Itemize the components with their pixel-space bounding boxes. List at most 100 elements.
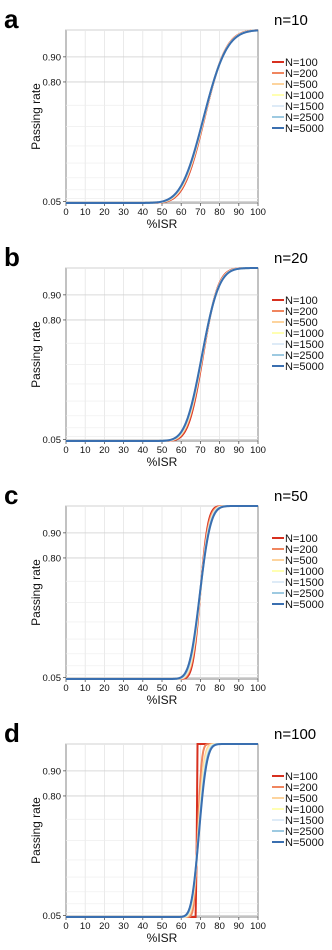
legend-label: N=2500: [285, 826, 324, 838]
x-tick-label: 0: [63, 207, 68, 218]
x-tick-label: 30: [118, 683, 129, 694]
y-axis-label: Passing rate: [29, 321, 43, 388]
legend-label: N=500: [285, 79, 318, 91]
series-line: [66, 743, 258, 918]
y-axis-label: Passing rate: [29, 83, 43, 150]
legend-label: N=500: [285, 317, 318, 329]
x-tick-label: 70: [195, 921, 206, 932]
x-axis-label: %ISR: [147, 217, 178, 231]
chart-svg: 0 10 20 30 40 50 60 70 80 90 100 0.05 0.80 0.90 %ISR Pa…: [29, 29, 324, 231]
x-tick-label: 90: [234, 683, 245, 694]
x-tick-label: 80: [214, 445, 225, 456]
y-tick-label: 0.80: [43, 77, 62, 88]
panel-letter: c: [4, 480, 19, 510]
y-tick-label: 0.80: [43, 315, 62, 326]
x-tick-label: 60: [176, 683, 187, 694]
x-tick-label: 20: [99, 683, 110, 694]
legend-label: N=1000: [285, 804, 324, 816]
x-tick-label: 0: [63, 683, 68, 694]
panel-d: d n=100 0 10 20 30 40 50 60 70 80 90 100 0.05 0.80 0.…: [0, 714, 332, 946]
x-tick-label: 60: [176, 207, 187, 218]
x-tick-label: 20: [99, 207, 110, 218]
x-tick-label: 80: [214, 921, 225, 932]
legend-label: N=200: [285, 544, 318, 556]
x-tick-label: 100: [250, 683, 266, 694]
legend-label: N=5000: [285, 361, 324, 373]
legend-label: N=200: [285, 782, 318, 794]
x-axis-label: %ISR: [147, 455, 178, 469]
x-tick-label: 60: [176, 445, 187, 456]
y-tick-label: 0.90: [43, 766, 62, 777]
y-tick-label: 0.05: [43, 435, 62, 446]
panel-title: n=50: [274, 488, 308, 505]
legend-label: N=1000: [285, 90, 324, 102]
x-tick-label: 40: [138, 207, 149, 218]
x-tick-label: 10: [80, 683, 91, 694]
x-tick-label: 10: [80, 207, 91, 218]
panel-letter: b: [4, 242, 20, 272]
legend-label: N=1000: [285, 566, 324, 578]
panel-c: c n=50 0 10 20 30 40 50 60 70 80 90 100 0.05 0.80 0.9…: [0, 476, 332, 708]
panel-title: n=10: [274, 12, 308, 29]
legend-label: N=5000: [285, 837, 324, 849]
x-tick-label: 30: [118, 445, 129, 456]
x-tick-label: 70: [195, 445, 206, 456]
legend-label: N=1500: [285, 101, 324, 113]
x-tick-label: 50: [157, 683, 168, 694]
legend-label: N=1500: [285, 815, 324, 827]
legend-label: N=1000: [285, 328, 324, 340]
panel-letter: d: [4, 718, 20, 748]
x-tick-label: 70: [195, 207, 206, 218]
legend-label: N=500: [285, 555, 318, 567]
x-tick-label: 70: [195, 683, 206, 694]
series-line: [66, 505, 258, 680]
x-tick-label: 0: [63, 445, 68, 456]
x-tick-label: 20: [99, 445, 110, 456]
x-tick-label: 20: [99, 921, 110, 932]
x-tick-label: 100: [250, 445, 266, 456]
legend-label: N=2500: [285, 350, 324, 362]
series-line: [66, 29, 259, 204]
x-tick-label: 50: [157, 207, 168, 218]
x-axis-label: %ISR: [147, 931, 178, 945]
x-tick-label: 80: [214, 683, 225, 694]
legend-label: N=100: [285, 57, 318, 69]
y-tick-label: 0.05: [43, 197, 62, 208]
x-tick-label: 90: [234, 207, 245, 218]
legend-label: N=100: [285, 295, 318, 307]
x-tick-label: 30: [118, 207, 129, 218]
chart-svg: 0 10 20 30 40 50 60 70 80 90 100 0.05 0.80 0.90 %ISR Pa…: [29, 267, 324, 469]
panel-a: a n=10 0 10 20 30 40 50 60 70 80 90 100 0.05 0.80 0.9…: [0, 0, 332, 232]
chart-svg: 0 10 20 30 40 50 60 70 80 90 100 0.05 0.80 0.90 %ISR Pa…: [29, 743, 324, 945]
legend-label: N=200: [285, 68, 318, 80]
legend-label: N=5000: [285, 123, 324, 135]
x-tick-label: 80: [214, 207, 225, 218]
panel-title: n=20: [274, 250, 308, 267]
y-axis-label: Passing rate: [29, 559, 43, 626]
x-tick-label: 50: [157, 921, 168, 932]
panel-letter: a: [4, 4, 19, 34]
x-tick-label: 0: [63, 921, 68, 932]
x-tick-label: 100: [250, 921, 266, 932]
legend-label: N=100: [285, 533, 318, 545]
y-tick-label: 0.80: [43, 791, 62, 802]
y-tick-label: 0.90: [43, 290, 62, 301]
x-tick-label: 10: [80, 445, 91, 456]
x-tick-label: 60: [176, 921, 187, 932]
legend-label: N=100: [285, 771, 318, 783]
legend-label: N=200: [285, 306, 318, 318]
x-axis-label: %ISR: [147, 693, 178, 707]
panel-b: b n=20 0 10 20 30 40 50 60 70 80 90 100 0.05 0.80 0.9…: [0, 238, 332, 470]
panel-title: n=100: [274, 726, 317, 743]
y-tick-label: 0.05: [43, 673, 62, 684]
legend-label: N=2500: [285, 112, 324, 124]
legend-label: N=500: [285, 793, 318, 805]
x-tick-label: 10: [80, 921, 91, 932]
y-tick-label: 0.90: [43, 528, 62, 539]
x-tick-label: 40: [138, 683, 149, 694]
legend-label: N=2500: [285, 588, 324, 600]
y-tick-label: 0.80: [43, 553, 62, 564]
y-tick-label: 0.05: [43, 911, 62, 922]
x-tick-label: 40: [138, 445, 149, 456]
legend-label: N=1500: [285, 339, 324, 351]
